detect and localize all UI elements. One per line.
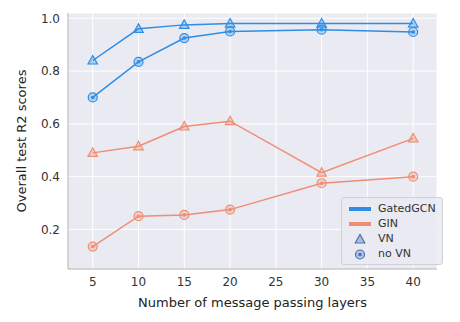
svg-text:35: 35 [360,275,375,289]
svg-text:0.8: 0.8 [41,64,60,78]
svg-text:30: 30 [314,275,329,289]
svg-text:20: 20 [222,275,237,289]
svg-text:15: 15 [177,275,192,289]
svg-text:Overall test R2 scores: Overall test R2 scores [14,69,29,212]
svg-text:40: 40 [406,275,421,289]
svg-text:0.4: 0.4 [41,170,60,184]
svg-text:5: 5 [89,275,97,289]
html-text:no VN: no VN [378,247,411,260]
html-text:GIN: GIN [378,217,398,230]
svg-text:Number of message passing laye: Number of message passing layers [138,295,367,310]
html-text:VN: VN [378,232,394,245]
svg-text:0.2: 0.2 [41,223,60,237]
svg-text:1.0: 1.0 [41,12,60,26]
html-text:GatedGCN: GatedGCN [378,202,436,215]
svg-text:25: 25 [268,275,283,289]
svg-text:10: 10 [131,275,146,289]
svg-text:0.6: 0.6 [41,117,60,131]
